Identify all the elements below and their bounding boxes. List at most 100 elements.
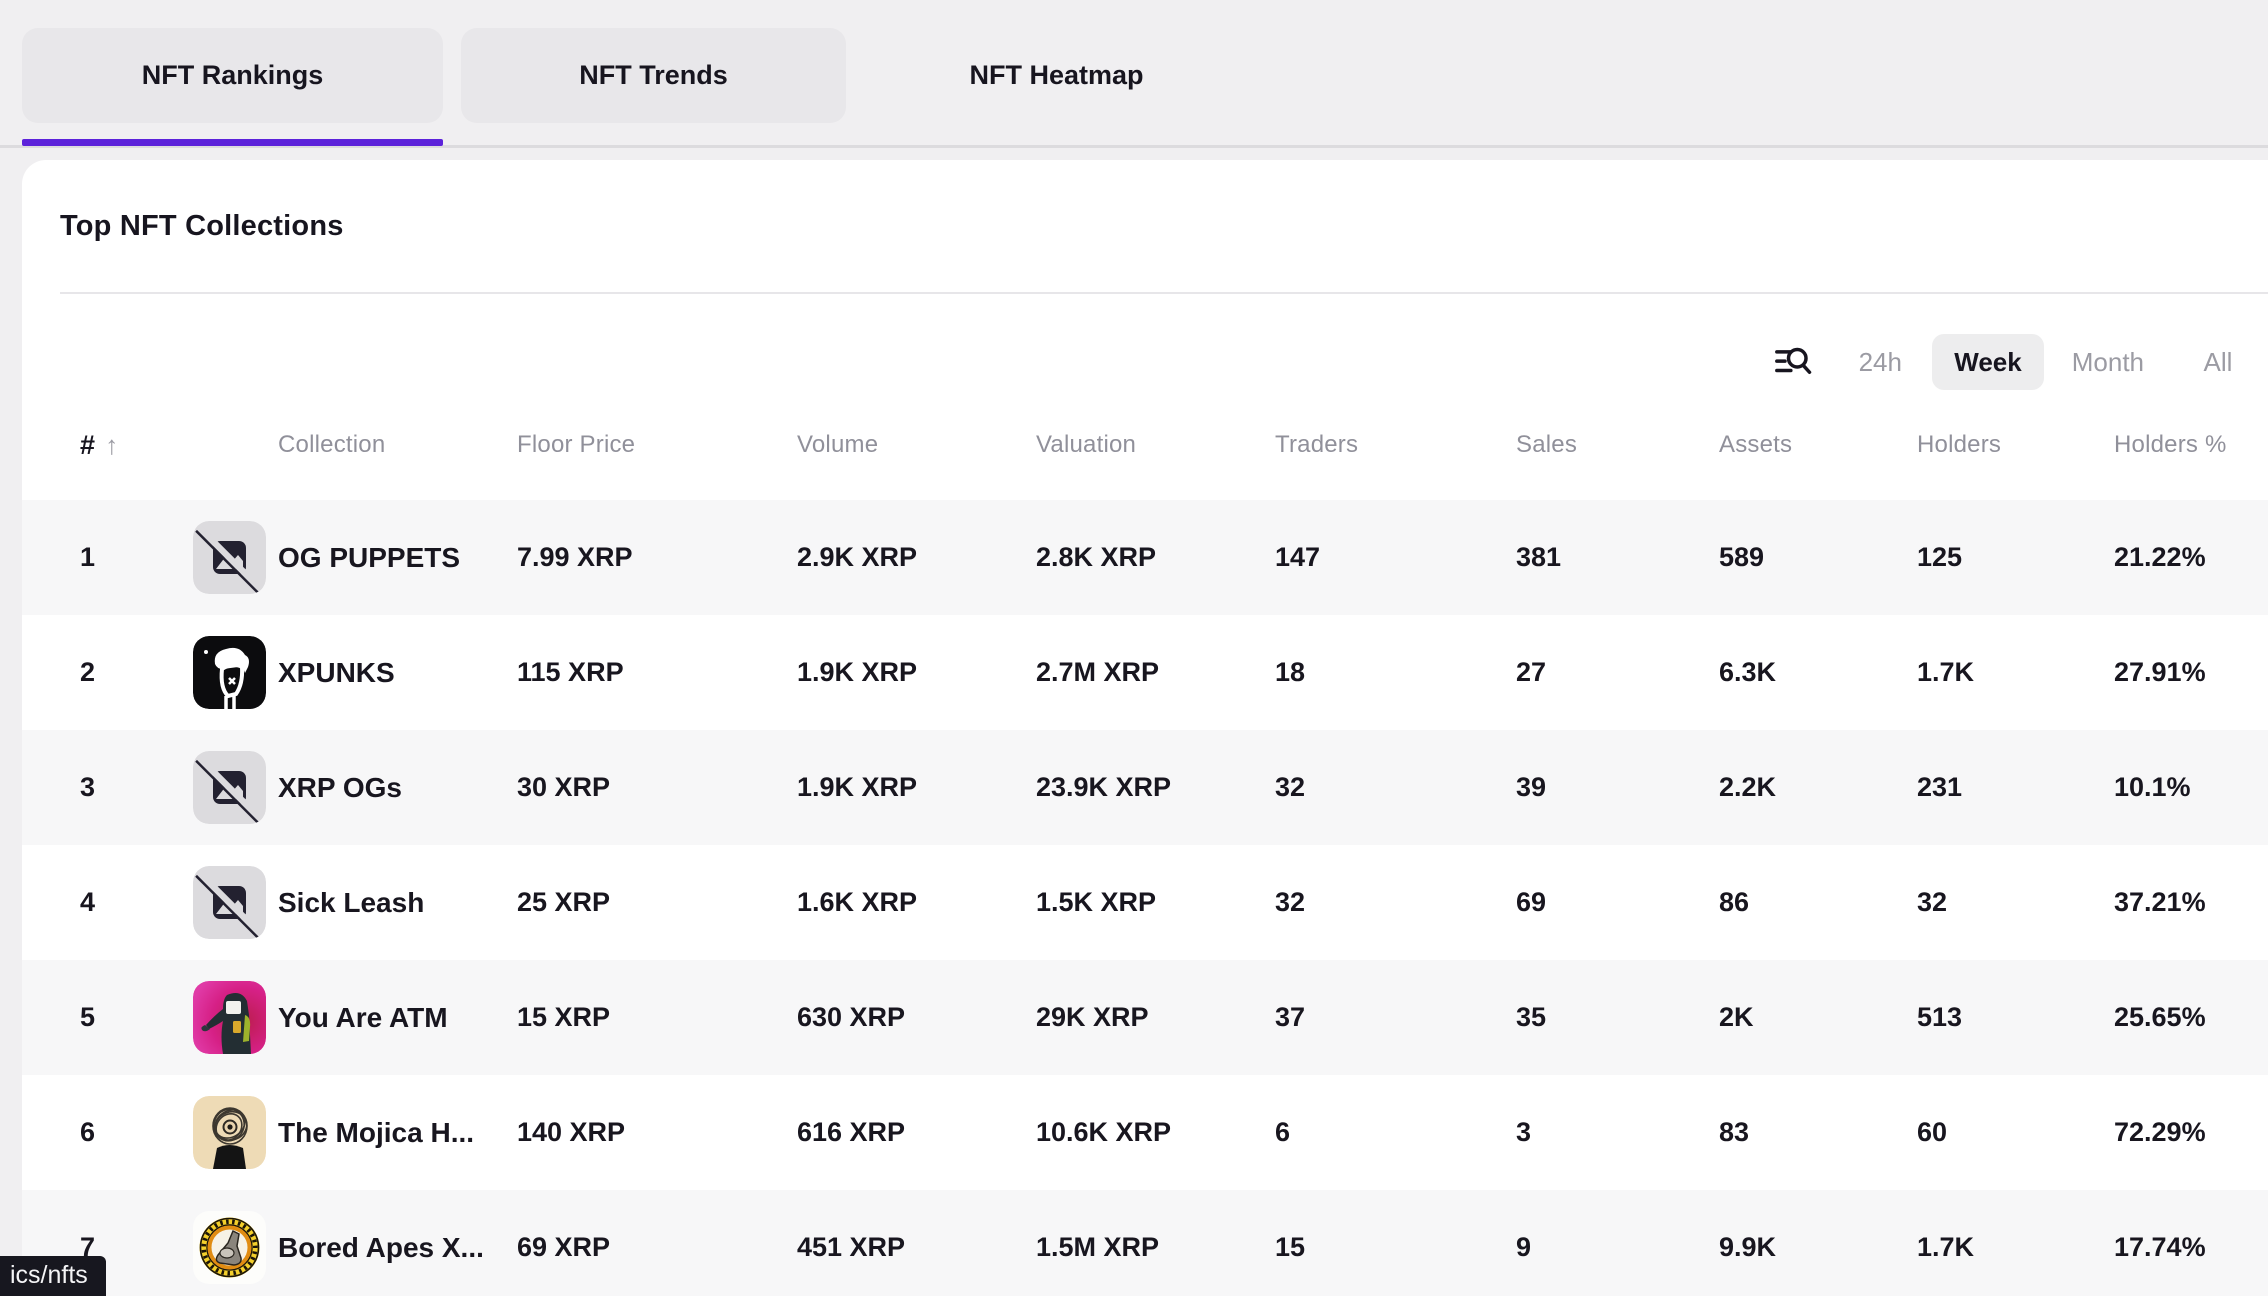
holders-percent-cell: 21.22%	[2114, 542, 2206, 572]
placeholder-image-icon	[193, 751, 266, 824]
assets-cell: 83	[1719, 1117, 1750, 1147]
sort-ascending-arrow-icon: ↑	[105, 429, 119, 460]
sales-cell: 9	[1516, 1232, 1532, 1262]
sales-cell: 39	[1516, 772, 1547, 802]
traders-cell: 18	[1275, 657, 1306, 687]
nft-tab-strip: NFT Rankings NFT Trends NFT Heatmap	[22, 28, 1249, 123]
column-header-assets[interactable]: Assets	[1719, 431, 1917, 459]
table-body: 1 OG PUPPETS 7.99 XRP 2.9K XRP 2.8K XRP 147 3…	[22, 500, 2268, 1296]
holders-cell: 513	[1917, 1002, 1963, 1032]
column-header-label: Volume	[797, 431, 879, 458]
sales-cell: 27	[1516, 657, 1547, 687]
column-header-[interactable]: # ↑	[80, 430, 278, 461]
column-header-label: Traders	[1275, 431, 1359, 458]
time-range-24h[interactable]: 24h	[1858, 346, 1902, 377]
holders-percent-cell: 27.91%	[2114, 657, 2206, 687]
assets-cell: 2.2K	[1719, 772, 1777, 802]
volume-cell: 2.9K XRP	[797, 542, 918, 572]
filter-search-button[interactable]	[1764, 334, 1820, 390]
assets-cell: 589	[1719, 542, 1765, 572]
column-header-holders[interactable]: Holders %	[2114, 431, 2268, 459]
holders-percent-cell: 37.21%	[2114, 887, 2206, 917]
collection-name: OG PUPPETS	[278, 541, 461, 573]
collection-row[interactable]: 5 You Are ATM 15 XRP 630 XRP 29K XRP 37 35 2K 5…	[22, 960, 2268, 1075]
collection-name: You Are ATM	[278, 1001, 448, 1033]
column-header-traders[interactable]: Traders	[1275, 431, 1516, 459]
column-header-collection[interactable]: Collection	[278, 431, 517, 459]
holders-cell: 125	[1917, 542, 1963, 572]
column-header-floor-price[interactable]: Floor Price	[517, 431, 797, 459]
assets-cell: 2K	[1719, 1002, 1754, 1032]
holders-percent-cell: 17.74%	[2114, 1232, 2206, 1262]
collection-row[interactable]: 4 Sick Leash 25 XRP 1.6K XRP 1.5K XRP 32 69 86…	[22, 845, 2268, 960]
column-header-holders[interactable]: Holders	[1917, 431, 2114, 459]
valuation-cell: 2.8K XRP	[1036, 542, 1157, 572]
floor-price-cell: 25 XRP	[517, 887, 611, 917]
column-header-sales[interactable]: Sales	[1516, 431, 1719, 459]
collection-row[interactable]: 3 XRP OGs 30 XRP 1.9K XRP 23.9K XRP 32 39 2.2K…	[22, 730, 2268, 845]
tab-nft-heatmap[interactable]: NFT Heatmap	[969, 60, 1144, 90]
xpunks-avatar	[193, 636, 266, 709]
collection-row[interactable]: 6 The Mojica H... 140 XRP 616 XRP 10.6K XRP…	[22, 1075, 2268, 1190]
sales-cell: 69	[1516, 887, 1547, 917]
assets-cell: 86	[1719, 887, 1750, 917]
placeholder-image-icon	[193, 521, 266, 594]
rank-cell: 4	[80, 887, 96, 917]
holders-cell: 1.7K	[1917, 1232, 1975, 1262]
time-range-week[interactable]: Week	[1932, 334, 2044, 390]
column-header-label: Sales	[1516, 431, 1578, 458]
column-header-label: #	[80, 429, 96, 460]
tab-nft-rankings[interactable]: NFT Rankings	[22, 28, 443, 123]
sales-cell: 35	[1516, 1002, 1547, 1032]
holders-percent-cell: 10.1%	[2114, 772, 2191, 802]
rank-cell: 2	[80, 657, 96, 687]
holders-percent-cell: 25.65%	[2114, 1002, 2206, 1032]
rank-cell: 7	[80, 1232, 96, 1262]
rank-cell: 1	[80, 542, 96, 572]
time-range-all[interactable]: All	[2203, 346, 2233, 377]
tab-underline-track	[0, 145, 2268, 148]
avatar-cell	[193, 1211, 278, 1284]
valuation-cell: 29K XRP	[1036, 1002, 1149, 1032]
tab-nft-trends[interactable]: NFT Trends	[461, 28, 846, 123]
valuation-cell: 1.5M XRP	[1036, 1232, 1160, 1262]
avatar-cell	[193, 866, 278, 939]
assets-cell: 9.9K	[1719, 1232, 1777, 1262]
time-range-group: 24h Week Month All	[1834, 334, 2264, 390]
column-header-label: Floor Price	[517, 431, 636, 458]
column-header-volume[interactable]: Volume	[797, 431, 1036, 459]
sales-cell: 381	[1516, 542, 1562, 572]
floor-price-cell: 140 XRP	[517, 1117, 626, 1147]
volume-cell: 616 XRP	[797, 1117, 906, 1147]
table-header-row: # ↑ Collection Floor Price Volume Valuation Tr…	[22, 390, 2268, 500]
floor-price-cell: 69 XRP	[517, 1232, 611, 1262]
column-header-label: Assets	[1719, 431, 1793, 458]
collection-row[interactable]: 1 OG PUPPETS 7.99 XRP 2.9K XRP 2.8K XRP 147 3…	[22, 500, 2268, 615]
volume-cell: 630 XRP	[797, 1002, 906, 1032]
valuation-cell: 23.9K XRP	[1036, 772, 1172, 802]
link-status-bar: ics/nfts	[0, 1256, 106, 1296]
floor-price-cell: 7.99 XRP	[517, 542, 633, 572]
card-title: Top NFT Collections	[60, 209, 344, 242]
traders-cell: 6	[1275, 1117, 1291, 1147]
avatar-cell	[193, 636, 278, 709]
traders-cell: 37	[1275, 1002, 1306, 1032]
collection-name: XRP OGs	[278, 771, 402, 803]
holders-cell: 231	[1917, 772, 1963, 802]
filter-search-icon	[1771, 339, 1813, 386]
column-header-label: Holders %	[2114, 431, 2227, 458]
baysed-labs-avatar	[193, 1211, 266, 1284]
collection-row[interactable]: 2 XPUNKS 115 XRP 1.9K XRP 2.7M XRP 18 27 6.3K 1…	[22, 615, 2268, 730]
you-are-atm-avatar	[193, 981, 266, 1054]
time-range-month[interactable]: Month	[2071, 346, 2144, 377]
avatar-cell	[193, 1096, 278, 1169]
collection-row[interactable]: 7 Bored Apes X... 69 XRP 451 XRP 1.5M XRP 15…	[22, 1190, 2268, 1296]
floor-price-cell: 30 XRP	[517, 772, 611, 802]
rank-cell: 5	[80, 1002, 96, 1032]
column-header-valuation[interactable]: Valuation	[1036, 431, 1275, 459]
column-header-label: Collection	[278, 431, 386, 458]
mojica-avatar	[193, 1096, 266, 1169]
active-tab-underline	[22, 139, 443, 146]
avatar-cell	[193, 521, 278, 594]
holders-cell: 1.7K	[1917, 657, 1975, 687]
